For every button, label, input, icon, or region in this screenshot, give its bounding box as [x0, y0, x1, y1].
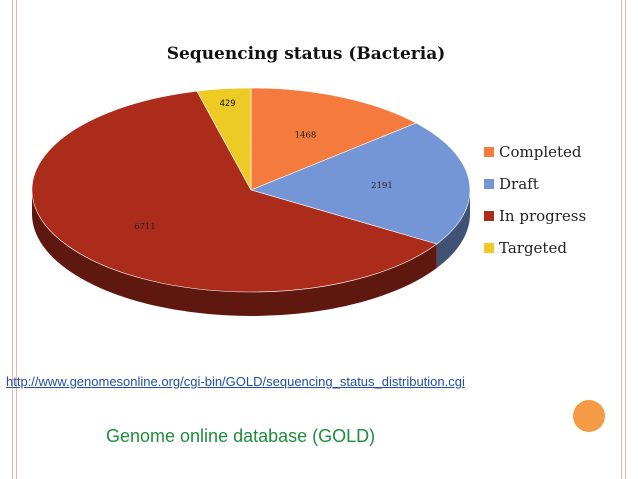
pie-side-in-progress	[32, 190, 437, 316]
legend-swatch-targeted	[484, 243, 494, 253]
legend-label-completed: Completed	[499, 143, 582, 161]
right-frame-line	[625, 0, 626, 479]
footer-caption: Genome online database (GOLD)	[106, 426, 376, 446]
legend: Completed Draft In progress Targeted	[484, 143, 586, 257]
legend-swatch-in-progress	[484, 211, 494, 221]
data-label-draft: 2191	[371, 181, 393, 191]
source-link[interactable]: http://www.genomesonline.org/cgi-bin/GOL…	[6, 374, 465, 389]
data-label-completed: 1468	[295, 130, 317, 140]
legend-label-draft: Draft	[499, 175, 539, 193]
legend-label-in-progress: In progress	[499, 207, 586, 225]
legend-swatch-completed	[484, 147, 494, 157]
chart-title: Sequencing status (Bacteria)	[167, 44, 446, 64]
legend-label-targeted: Targeted	[499, 239, 567, 257]
left-frame-line-inner	[16, 0, 17, 479]
pie-slice-completed	[250, 87, 417, 191]
legend-swatch-draft	[484, 179, 494, 189]
right-frame-line-inner	[621, 0, 622, 479]
data-label-in-progress: 6711	[134, 222, 156, 232]
decorative-orange-circle	[573, 400, 605, 432]
pie-slice-draft	[250, 122, 471, 245]
pie-group: 1468 2191 6711 429	[31, 87, 471, 316]
pie-slice-in-progress	[31, 90, 438, 293]
pie-slice-targeted	[196, 87, 252, 191]
left-frame-line	[12, 0, 13, 479]
data-label-targeted: 429	[219, 99, 235, 109]
